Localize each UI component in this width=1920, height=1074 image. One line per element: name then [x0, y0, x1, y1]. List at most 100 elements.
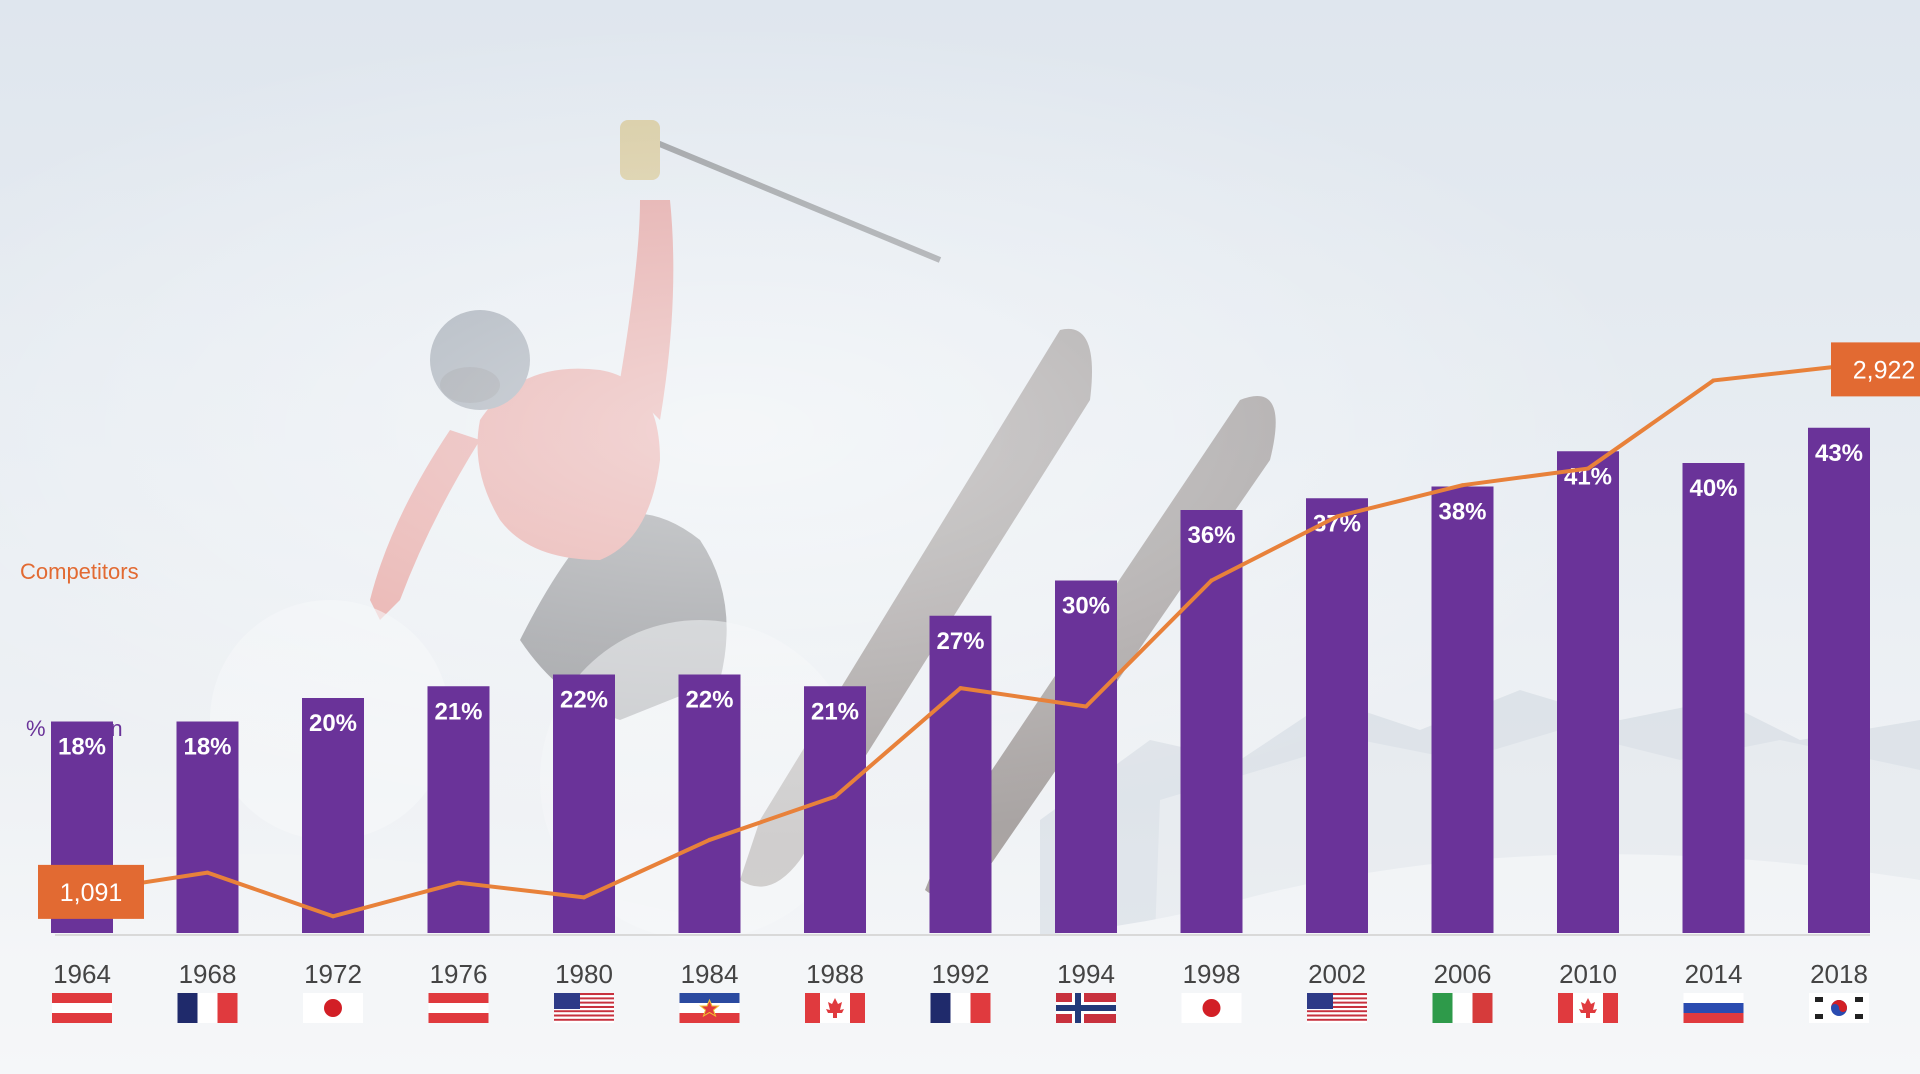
- stripe: [554, 1012, 614, 1015]
- norway-flag-icon: [1056, 993, 1116, 1023]
- competitors-point-2006: [1460, 483, 1465, 488]
- stripe: [1307, 1008, 1367, 1011]
- stripe: [428, 993, 489, 1003]
- x-tick-labels-group: 1964 1968 1972 1976 1980 1984 1988 1992 1994 1998…: [53, 959, 1868, 989]
- bar-label-1992: 27%: [936, 628, 984, 655]
- bar-label-1976: 21%: [434, 698, 482, 725]
- stripe: [679, 993, 740, 1003]
- stripe: [52, 993, 112, 1003]
- austria-flag-icon: [52, 993, 112, 1023]
- stripe: [850, 993, 865, 1023]
- sun-disc: [1202, 999, 1221, 1017]
- france-flag-icon: [930, 993, 991, 1023]
- stripe: [554, 1010, 614, 1013]
- trigram: [1815, 997, 1823, 1002]
- stripe: [217, 993, 238, 1023]
- callout-label-2018: 2,922: [1853, 356, 1916, 384]
- stripe: [1307, 1012, 1367, 1015]
- series-label-competitors: Competitors: [20, 559, 139, 584]
- bar-1992: [929, 615, 992, 933]
- bar-label-1964: 18%: [58, 734, 106, 761]
- x-tick-1988: 1988: [806, 959, 864, 989]
- stripe: [1452, 993, 1473, 1023]
- trigram: [1855, 1014, 1863, 1019]
- stripe: [52, 1003, 112, 1013]
- x-tick-1994: 1994: [1057, 959, 1115, 989]
- x-tick-2014: 2014: [1685, 959, 1743, 989]
- bar-label-2006: 38%: [1438, 499, 1486, 526]
- bar-2006: [1431, 486, 1494, 933]
- bar-1976: [427, 686, 490, 933]
- trigram: [1815, 1014, 1823, 1019]
- callout-label-1964: 1,091: [60, 879, 123, 907]
- competitors-point-2014: [1711, 378, 1716, 383]
- competitors-point-1972: [331, 914, 335, 919]
- stripe: [1307, 999, 1367, 1002]
- competitors-point-1994: [1084, 704, 1088, 709]
- stripe: [554, 1005, 614, 1008]
- taegeuk-upper: [1831, 1000, 1847, 1012]
- usa-flag-icon: [554, 993, 614, 1023]
- bar-label-1988: 21%: [811, 698, 859, 725]
- competitors-point-1976: [456, 880, 461, 885]
- canada-flag-icon: [1558, 993, 1618, 1023]
- bar-1994: [1055, 580, 1117, 933]
- competitors-point-1992: [958, 686, 963, 691]
- competitors-line-group: 1,091 2,922: [38, 342, 1920, 919]
- stripe: [554, 1016, 614, 1019]
- stripe: [805, 993, 820, 1023]
- bar-1972: [302, 698, 364, 933]
- competitors-point-2002: [1335, 514, 1339, 519]
- competitors-point-1998: [1209, 578, 1214, 583]
- stripe: [1307, 1005, 1367, 1008]
- stripe: [1307, 993, 1367, 996]
- x-tick-1998: 1998: [1183, 959, 1241, 989]
- bar-2002: [1306, 498, 1368, 933]
- stripe: [1307, 1010, 1367, 1013]
- stripe: [428, 1013, 489, 1023]
- x-tick-2018: 2018: [1810, 959, 1868, 989]
- bar-2010: [1557, 451, 1619, 933]
- stripe: [1307, 995, 1367, 998]
- bar-label-1998: 36%: [1187, 522, 1235, 549]
- stripe: [554, 1014, 614, 1017]
- bar-label-1984: 22%: [685, 687, 733, 714]
- bar-1998: [1180, 510, 1243, 933]
- stripe: [1558, 993, 1573, 1023]
- stripe: [679, 1013, 740, 1023]
- stripe: [554, 1018, 614, 1021]
- japan-flag-icon: [1181, 993, 1242, 1023]
- stripe: [554, 993, 614, 996]
- stripe: [554, 1001, 614, 1004]
- x-tick-1968: 1968: [179, 959, 237, 989]
- italy-flag-icon: [1432, 993, 1493, 1023]
- competitors-point-1968: [205, 870, 210, 875]
- callout-box-2018: [1831, 342, 1920, 397]
- canton: [1307, 993, 1333, 1009]
- stripe: [1432, 993, 1453, 1023]
- cross: [1056, 1005, 1116, 1011]
- stripe: [1307, 1020, 1367, 1023]
- austria-flag-icon: [428, 993, 489, 1023]
- south-korea-flag-icon: [1809, 993, 1869, 1023]
- x-tick-1984: 1984: [681, 959, 739, 989]
- stripe: [554, 999, 614, 1002]
- stripe: [1683, 1003, 1744, 1013]
- stripe: [1683, 993, 1744, 1003]
- stripe: [1683, 1013, 1744, 1023]
- stripe: [1307, 1003, 1367, 1006]
- x-tick-2010: 2010: [1559, 959, 1617, 989]
- usa-flag-icon: [1307, 993, 1367, 1023]
- stripe: [554, 1003, 614, 1006]
- bar-label-2018: 43%: [1815, 440, 1863, 467]
- trigram: [1855, 997, 1863, 1002]
- stripe: [554, 997, 614, 1000]
- sun-disc: [324, 999, 342, 1017]
- host-flags-group: [52, 993, 1869, 1023]
- star: [699, 998, 720, 1018]
- competitors-point-1988: [833, 794, 837, 799]
- bar-label-1994: 30%: [1062, 593, 1110, 620]
- stripe: [554, 995, 614, 998]
- bar-label-1968: 18%: [183, 734, 231, 761]
